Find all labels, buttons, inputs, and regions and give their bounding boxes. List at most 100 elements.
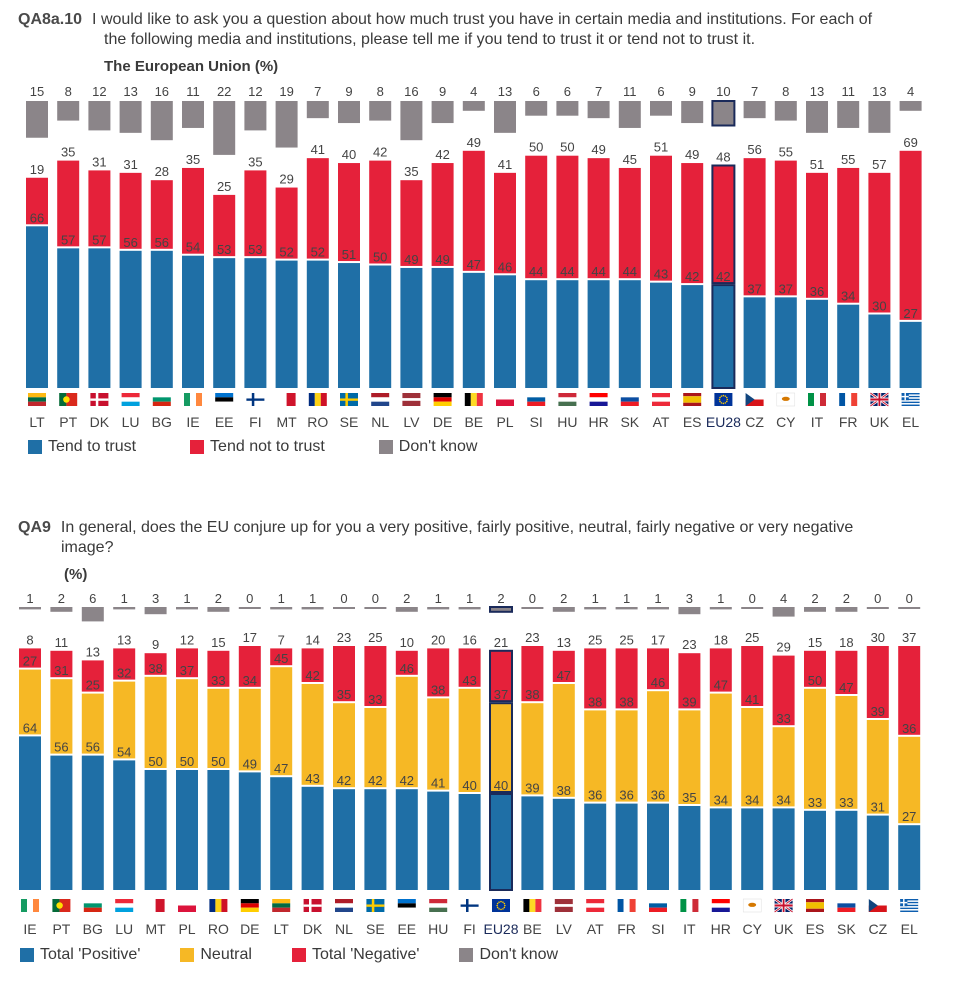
bar-mt-s2	[144, 653, 167, 675]
bar-hr-s0	[709, 808, 732, 890]
value-label: 44	[560, 264, 574, 279]
category-label: CY	[742, 921, 762, 937]
bar-lt-s2	[26, 101, 48, 138]
value-label: 37	[494, 687, 508, 702]
value-label: 8	[377, 84, 384, 99]
bar-fi-s2	[458, 648, 481, 687]
bar-bg-s3	[81, 607, 104, 622]
bar-nl-s0	[333, 789, 355, 890]
bar-cz-s3	[866, 607, 889, 609]
value-label: 56	[86, 740, 100, 755]
value-label: 54	[117, 744, 131, 759]
value-label: 11	[841, 84, 855, 99]
flag-ee-icon	[215, 393, 234, 406]
qa9-legend-negative: Total 'Negative'	[291, 946, 419, 964]
value-label: 1	[278, 591, 285, 606]
bar-lt-s1	[270, 667, 293, 776]
bar-hu-s2	[427, 648, 450, 697]
category-label: LV	[556, 921, 573, 937]
bar-ee-s1	[395, 676, 418, 788]
bar-fi-s0	[244, 258, 267, 388]
bar-hr-s0	[587, 280, 610, 388]
bar-lu-s0	[113, 760, 136, 890]
bar-cy-s0	[741, 808, 764, 890]
value-label: 47	[714, 678, 728, 693]
value-label: 12	[180, 632, 194, 647]
value-label: 2	[811, 591, 818, 606]
flag-si-icon	[649, 899, 667, 912]
value-label: 33	[839, 795, 853, 810]
value-label: 2	[497, 591, 504, 606]
category-label: CZ	[745, 414, 764, 430]
value-label: 41	[745, 692, 759, 707]
value-label: 13	[810, 84, 824, 99]
bar-lu-s1	[119, 172, 142, 249]
value-label: 55	[779, 145, 793, 160]
bar-pl-s3	[176, 607, 198, 610]
bar-fi-s3	[458, 607, 481, 610]
bar-ee-s0	[213, 258, 236, 388]
value-label: 1	[26, 591, 33, 606]
value-label: 10	[400, 635, 414, 650]
bar-pt-s0	[50, 755, 73, 890]
bar-cz-s2	[866, 646, 889, 718]
value-label: 0	[906, 591, 913, 606]
bar-si-s2	[647, 648, 669, 690]
flag-cz-icon	[868, 899, 887, 912]
value-label: 50	[148, 754, 162, 769]
category-label: ES	[806, 921, 825, 937]
qa8-chart: 661915LT57358PT573112DK563113LU562816BG5…	[26, 84, 922, 430]
flag-hu-icon	[558, 393, 577, 406]
bar-lu-s0	[119, 250, 142, 388]
category-label: DK	[90, 414, 110, 430]
bar-lu-s1	[113, 681, 136, 759]
value-label: 56	[123, 235, 137, 250]
flag-pl-icon	[496, 393, 514, 406]
value-label: 8	[782, 84, 789, 99]
value-label: 50	[211, 754, 225, 769]
flag-es-icon	[806, 899, 824, 912]
value-label: 33	[776, 711, 790, 726]
flag-pt-icon	[52, 899, 71, 912]
qa8-legend-not-trust: Tend not to trust	[190, 438, 325, 456]
qa8-question-line2: the following media and institutions, pl…	[104, 31, 756, 48]
bar-lv-s1	[400, 180, 423, 266]
value-label: 49	[685, 147, 699, 162]
flag-lt-icon	[28, 393, 46, 406]
bar-de-s2	[238, 646, 261, 687]
value-label: 37	[747, 281, 761, 296]
value-label: 48	[716, 150, 730, 165]
value-label: 9	[345, 84, 352, 99]
bar-hr-s3	[709, 607, 732, 610]
bar-lv-s0	[552, 798, 575, 890]
flag-dk-icon	[303, 899, 322, 912]
flag-se-icon	[366, 899, 385, 912]
qa9-legend-neutral: Neutral	[180, 946, 252, 964]
flag-uk-icon	[869, 391, 890, 408]
value-label: 41	[498, 157, 512, 172]
bar-ie-s3	[19, 607, 41, 610]
bar-bg-s0	[81, 755, 104, 890]
value-label: 2	[843, 591, 850, 606]
legend-label: Tend to trust	[48, 438, 137, 455]
category-label: LU	[122, 414, 140, 430]
bar-cz-s0	[743, 297, 766, 388]
value-label: 49	[404, 252, 418, 267]
flag-mt-icon	[146, 899, 165, 912]
qa9-question-line2: image?	[61, 539, 114, 556]
bar-be-s3	[521, 607, 544, 609]
value-label: 31	[123, 157, 137, 172]
value-label: 44	[529, 264, 543, 279]
value-label: 9	[439, 84, 446, 99]
value-label: 1	[623, 591, 630, 606]
bar-el-s0	[899, 321, 922, 388]
value-label: 34	[243, 673, 257, 688]
value-label: 36	[588, 788, 602, 803]
bar-fi-s1	[458, 688, 481, 792]
legend-swatch	[378, 440, 393, 454]
bar-uk-s1	[868, 172, 891, 313]
bar-nl-s2	[369, 101, 392, 121]
category-label: SI	[651, 921, 664, 937]
flag-it-icon	[808, 393, 826, 406]
value-label: 9	[152, 637, 159, 652]
